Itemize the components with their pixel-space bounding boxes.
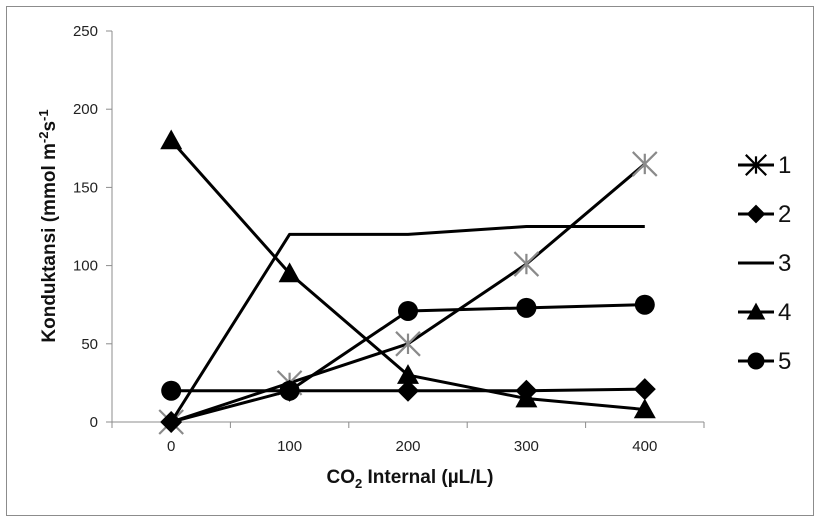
series-1-point <box>513 251 540 277</box>
legend: 1 2 3 4 5 <box>738 152 791 375</box>
legend-item-2: 2 <box>738 201 791 228</box>
x-tick-label: 300 <box>514 438 539 455</box>
legend-item-1: 1 <box>738 152 791 179</box>
series-2-point <box>397 379 419 402</box>
series-4-point <box>397 364 419 384</box>
y-tick-label: 50 <box>81 336 98 353</box>
series-3 <box>169 225 645 423</box>
series-5-point <box>634 294 655 315</box>
series-4-point <box>515 387 538 408</box>
y-tick-label: 150 <box>73 179 98 196</box>
x-tick-label: 100 <box>277 438 302 455</box>
series-5-point <box>161 380 182 401</box>
legend-marker <box>746 204 766 224</box>
y-tick-label: 100 <box>73 258 98 275</box>
series-2 <box>160 378 656 433</box>
legend-item-4: 4 <box>738 299 791 326</box>
chart-frame <box>6 6 814 516</box>
legend-item-5: 5 <box>738 348 791 375</box>
series-5-point <box>279 380 300 401</box>
series-1-point <box>632 151 658 177</box>
series-4 <box>160 129 656 419</box>
legend-marker <box>745 154 767 176</box>
y-axis: 0 50 100 150 200 250 <box>73 23 113 431</box>
legend-label: 2 <box>778 201 791 228</box>
legend-marker <box>747 352 765 370</box>
x-axis: 0 100 200 300 400 <box>111 421 705 455</box>
series-4-point <box>278 262 301 283</box>
series-4-point <box>633 398 656 419</box>
series-1-point <box>395 331 421 357</box>
y-tick-label: 0 <box>90 414 98 431</box>
series-5-point <box>516 297 537 318</box>
series-4-point <box>160 129 183 150</box>
legend-label: 1 <box>778 152 791 179</box>
x-tick-label: 0 <box>167 438 175 455</box>
series-lines <box>158 129 658 435</box>
y-axis-title: Konduktansi (mmol m-2s-1 <box>36 109 60 342</box>
series-3-line <box>169 225 645 423</box>
y-tick-label: 250 <box>73 23 98 40</box>
legend-marker <box>746 302 766 320</box>
legend-item-3: 3 <box>738 250 791 277</box>
series-5-point <box>398 300 418 321</box>
x-tick-label: 200 <box>395 438 420 455</box>
legend-label: 5 <box>778 348 791 375</box>
series-2-point <box>633 378 656 401</box>
x-axis-title: CO2 Internal (µL/L) <box>326 467 493 491</box>
series-5 <box>161 294 655 401</box>
x-tick-label: 400 <box>632 438 657 455</box>
legend-label: 4 <box>778 299 791 326</box>
y-tick-label: 200 <box>73 101 98 118</box>
legend-label: 3 <box>778 250 791 277</box>
